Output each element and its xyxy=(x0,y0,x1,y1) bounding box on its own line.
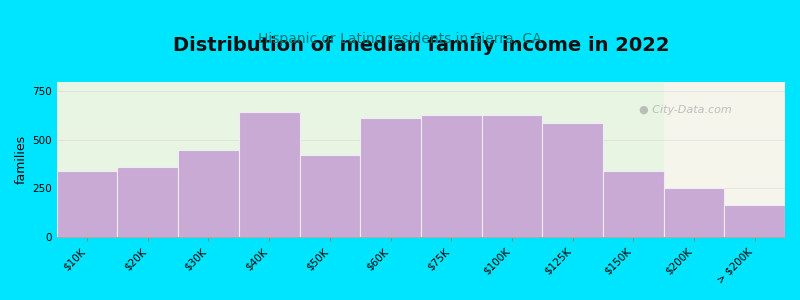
Bar xyxy=(664,82,785,237)
Bar xyxy=(542,123,603,237)
Bar xyxy=(421,115,482,237)
Bar xyxy=(239,112,299,237)
Text: ● City-Data.com: ● City-Data.com xyxy=(639,105,732,115)
Bar xyxy=(664,188,724,237)
Title: Distribution of median family income in 2022: Distribution of median family income in … xyxy=(173,36,669,55)
Bar xyxy=(299,155,360,237)
Text: Hispanic or Latino residents in Sierra, CA: Hispanic or Latino residents in Sierra, … xyxy=(258,32,542,46)
Bar xyxy=(57,171,118,237)
Y-axis label: families: families xyxy=(15,135,28,184)
Bar xyxy=(57,82,664,237)
Bar xyxy=(360,118,421,237)
Bar xyxy=(724,205,785,237)
Bar xyxy=(603,171,664,237)
Bar xyxy=(118,167,178,237)
Bar xyxy=(482,115,542,237)
Bar xyxy=(178,150,239,237)
